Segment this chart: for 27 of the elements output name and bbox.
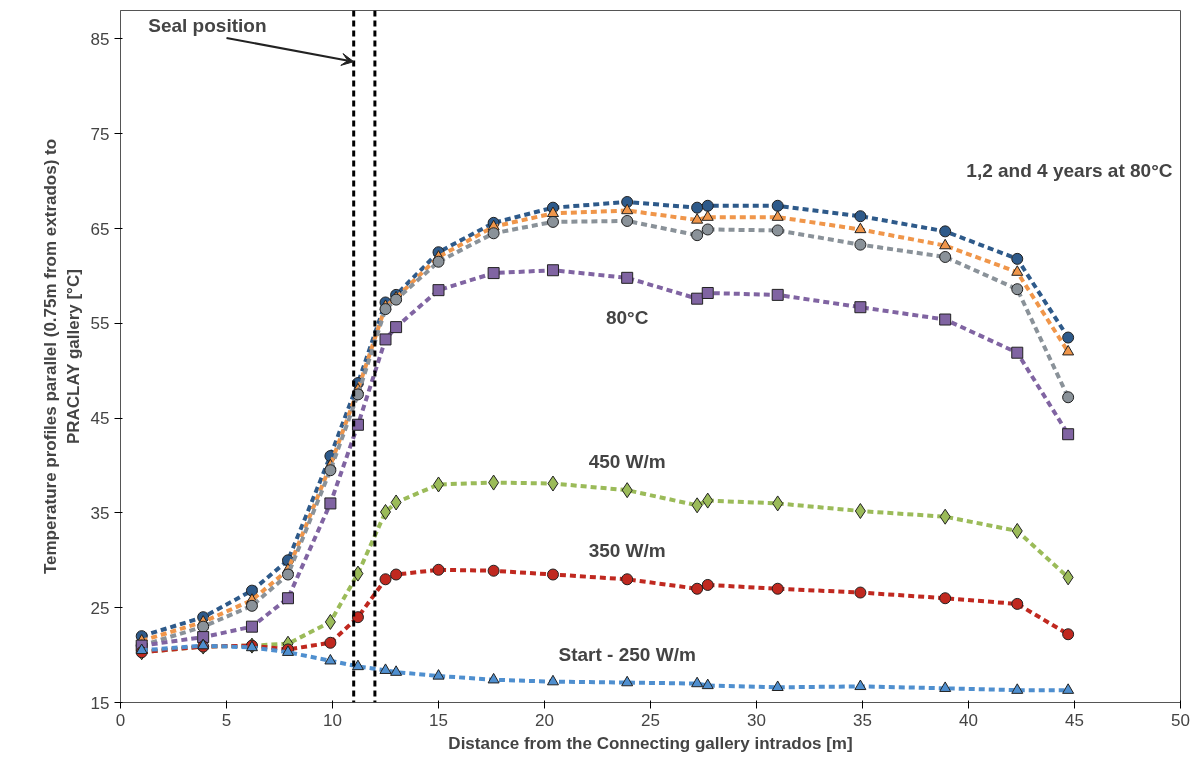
series-label: 350 W/m	[588, 540, 666, 562]
y-tick-label: 45	[90, 409, 110, 429]
series-label: 80°C	[605, 306, 649, 328]
x-tick-label: 20	[535, 710, 554, 730]
y-tick-label: 25	[90, 598, 110, 618]
x-tick-label: 0	[115, 710, 126, 730]
x-tick-label: 15	[429, 710, 448, 730]
x-tick-label: 30	[747, 710, 766, 730]
y-tick-label: 85	[90, 29, 110, 49]
y-tick-label: 65	[90, 219, 110, 239]
x-tick-label: 10	[323, 710, 342, 730]
y-tick-label: 75	[90, 124, 110, 144]
series-label: Start - 250 W/m	[558, 643, 696, 665]
y-axis-title: Temperature profiles parallel (0.75m from extrados) to PRACLAY gallery [°C]	[40, 138, 83, 575]
x-tick-label: 5	[221, 710, 232, 730]
x-tick-label: 35	[853, 710, 872, 730]
x-tick-label: 50	[1171, 710, 1190, 730]
y-tick-label: 35	[90, 503, 110, 523]
x-axis-title: Distance from the Connecting gallery intrados [m]	[448, 733, 853, 753]
series-label: 450 W/m	[588, 451, 666, 473]
x-tick-label: 25	[641, 710, 660, 730]
annotation: Seal position	[148, 14, 267, 36]
y-tick-label: 55	[90, 314, 110, 334]
x-tick-label: 40	[959, 710, 978, 730]
x-tick-label: 45	[1065, 710, 1084, 730]
annotation: 1,2 and 4 years at 80°C	[966, 159, 1173, 181]
y-tick-label: 15	[90, 693, 110, 713]
